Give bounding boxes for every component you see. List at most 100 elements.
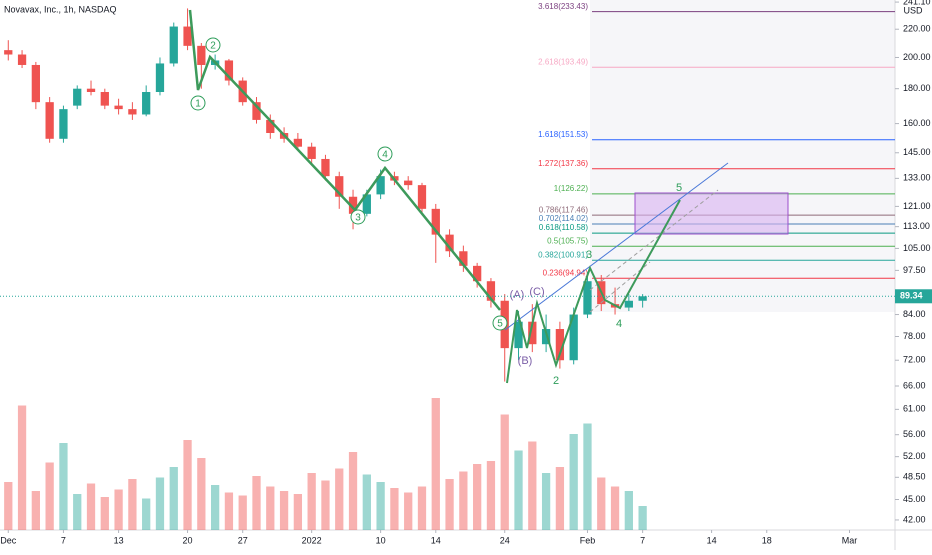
- volume-bar: [17, 405, 27, 530]
- candle-body: [45, 102, 54, 139]
- volume-bar: [252, 476, 261, 530]
- volume-bar: [417, 486, 427, 530]
- y-tick-label: 84.00: [903, 309, 926, 319]
- chart-title: Novavax, Inc., 1h, NASDAQ: [4, 4, 117, 14]
- candle-body: [4, 50, 13, 55]
- candle-body: [473, 265, 482, 282]
- wave-circle: [492, 315, 508, 331]
- candle-body: [348, 196, 358, 214]
- volume-bar: [86, 483, 96, 530]
- candle-body: [142, 92, 151, 115]
- volume-bar: [486, 461, 496, 530]
- volume-bar: [624, 491, 633, 530]
- candle-body: [86, 88, 96, 93]
- y-tick-label: 105.00: [903, 243, 931, 253]
- candle-body: [445, 234, 454, 252]
- volume-bar: [183, 440, 192, 530]
- candle-body: [183, 26, 192, 46]
- fib-label: 0.702(114.02): [539, 214, 589, 223]
- candle-body: [583, 281, 592, 315]
- volume-bar: [238, 495, 247, 530]
- candle-body: [335, 176, 344, 197]
- fib-label: 0.382(100.91): [538, 250, 588, 259]
- x-tick-label: 7: [640, 535, 645, 545]
- x-tick-label: Mar: [842, 535, 858, 545]
- volume-bar: [31, 491, 40, 530]
- candle-body: [100, 92, 109, 106]
- volume-bar: [514, 450, 523, 530]
- candle-body: [431, 208, 440, 235]
- volume-bar: [583, 423, 592, 530]
- y-tick-label: 133.00: [903, 173, 931, 183]
- y-tick-label: 56.00: [903, 429, 926, 439]
- wave-label: 5: [497, 319, 503, 330]
- volume-bar: [197, 458, 206, 530]
- y-tick-label: 113.00: [903, 221, 930, 231]
- fib-label: 0.618(110.58): [539, 223, 589, 232]
- y-tick-label: 78.00: [903, 331, 926, 341]
- y-tick-label: 48.50: [903, 472, 926, 482]
- candle-body: [307, 146, 316, 159]
- volume-bar: [279, 491, 289, 530]
- candle-body: [128, 109, 137, 115]
- wave-circle: [350, 209, 366, 225]
- candle-body: [362, 194, 371, 214]
- volume-bar: [376, 482, 385, 530]
- volume-bar: [390, 488, 399, 530]
- volume-bar: [307, 473, 316, 530]
- candle-body: [417, 185, 427, 209]
- fib-label: 0.5(105.75): [547, 236, 588, 245]
- volume-bar: [293, 494, 303, 530]
- wave-label: 4: [382, 150, 388, 161]
- x-tick-label: 13: [114, 535, 124, 545]
- candle-body: [541, 329, 551, 345]
- candle-body: [17, 54, 27, 65]
- candle-body: [528, 321, 537, 345]
- candle-body: [569, 314, 578, 361]
- fib-label: 3.618(233.43): [538, 2, 588, 11]
- volume-bar: [100, 497, 109, 530]
- volume-bar: [155, 477, 165, 530]
- y-tick-label: 97.50: [903, 265, 926, 275]
- volume-bar: [541, 473, 551, 530]
- candle-body: [73, 88, 82, 106]
- candle-body: [252, 102, 261, 120]
- x-tick-label: 7: [61, 535, 66, 545]
- future-zone: [590, 0, 895, 312]
- annotations: 1 2 3 4 5 (A) (B) (C) 2 3 4 5: [190, 37, 682, 387]
- x-tick-label: Feb: [580, 535, 596, 545]
- candle-body: [31, 64, 40, 103]
- candle-body: [114, 105, 123, 110]
- drawings: [188, 9, 789, 384]
- wave-label: (B): [518, 355, 533, 367]
- volume-bar: [169, 467, 178, 530]
- volume: [4, 398, 647, 530]
- candle-body: [321, 158, 330, 177]
- wave-label: 1: [195, 99, 201, 110]
- candle-body: [169, 26, 178, 64]
- x-tick-label: 24: [500, 535, 510, 545]
- volume-bar: [459, 471, 468, 530]
- candle-body: [59, 109, 68, 139]
- volume-bar: [45, 462, 54, 530]
- volume-bar: [128, 479, 137, 530]
- volume-bar: [335, 468, 344, 530]
- currency: USD: [903, 5, 923, 15]
- volume-bar: [555, 467, 565, 530]
- y-tick-label: 160.00: [903, 118, 931, 128]
- wave-circle: [190, 95, 206, 111]
- volume-bar: [210, 485, 220, 530]
- volume-bar: [431, 398, 440, 530]
- candle-body: [293, 138, 303, 147]
- fib-label: 1.618(151.53): [538, 130, 588, 139]
- volume-bar: [321, 480, 330, 530]
- x-tick-label: 18: [762, 535, 772, 545]
- candle-body: [486, 281, 496, 301]
- y-tick-label: 42.00: [903, 514, 926, 524]
- candle-body: [155, 63, 165, 93]
- volume-bar: [610, 486, 620, 530]
- x-tick-label: 20: [183, 535, 193, 545]
- volume-bar: [473, 464, 482, 530]
